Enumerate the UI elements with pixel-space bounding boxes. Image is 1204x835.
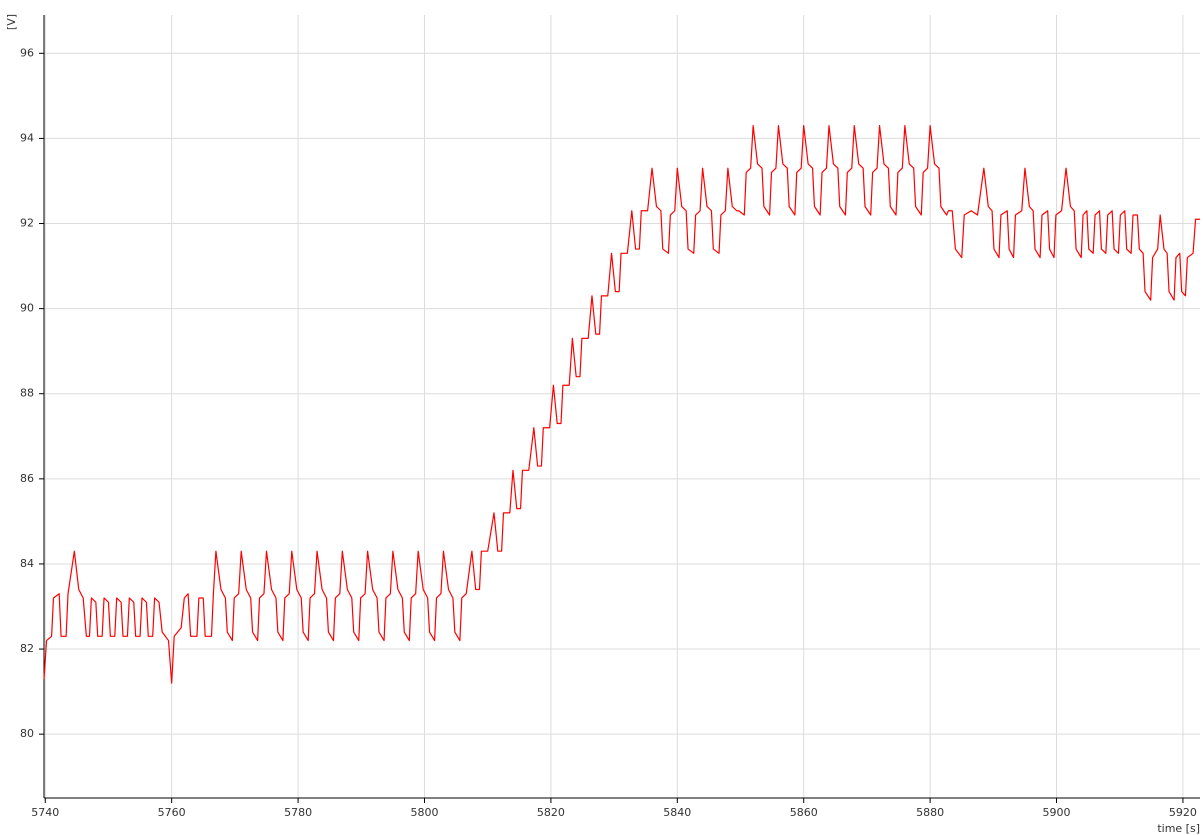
x-tick-label: 5840 [663,806,691,819]
line-series [43,125,1200,684]
x-tick-label: 5800 [410,806,438,819]
x-tick-label: 5920 [1169,806,1197,819]
y-tick-label: 96 [20,46,34,59]
x-tick-label: 5820 [537,806,565,819]
y-tick-label: 86 [20,472,34,485]
x-tick-label: 5900 [1043,806,1071,819]
x-tick-label: 5860 [790,806,818,819]
y-tick-label: 94 [20,131,34,144]
y-tick-label: 84 [20,557,34,570]
y-tick-label: 82 [20,642,34,655]
x-tick-label: 5880 [916,806,944,819]
x-tick-label: 5740 [31,806,59,819]
x-tick-label: 5760 [158,806,186,819]
y-tick-label: 92 [20,217,34,230]
y-tick-label: 80 [20,727,34,740]
y-axis-label: [V] [5,14,18,30]
x-axis-label: time [s] [1157,822,1200,835]
y-tick-label: 90 [20,302,34,315]
x-tick-label: 5780 [284,806,312,819]
y-tick-label: 88 [20,387,34,400]
